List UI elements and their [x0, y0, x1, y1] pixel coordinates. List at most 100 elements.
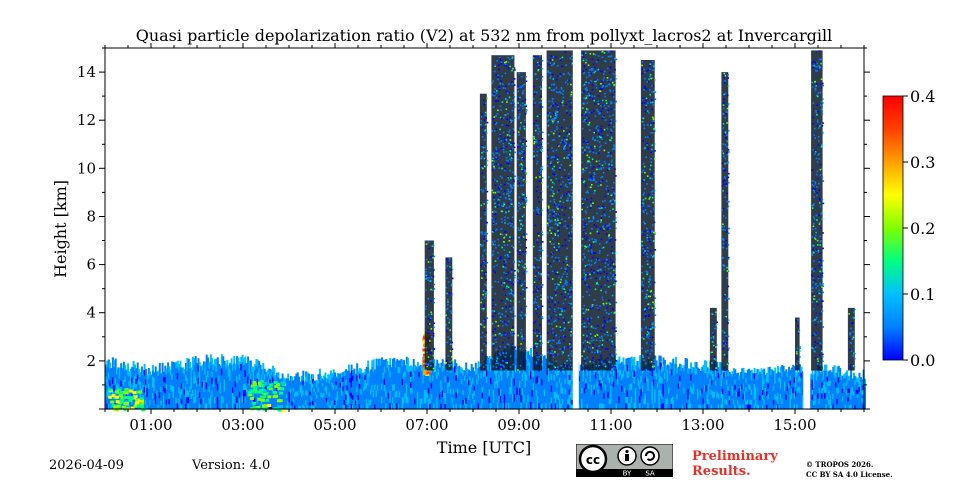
- rain-speckle: [486, 121, 489, 124]
- high-value-cell: [280, 382, 285, 386]
- bl-cell: [360, 373, 363, 380]
- bl-cell: [550, 403, 553, 410]
- bl-cell: [811, 399, 814, 405]
- bl-cell: [441, 384, 444, 391]
- bl-cell: [334, 377, 337, 383]
- bl-cell: [251, 393, 254, 399]
- bl-cell: [494, 402, 497, 410]
- bl-cell: [110, 373, 113, 379]
- bl-cell: [265, 376, 268, 382]
- high-value-cell: [250, 384, 255, 388]
- bl-cell: [303, 402, 306, 407]
- bl-cell: [830, 390, 833, 396]
- bl-cell: [105, 364, 107, 371]
- bl-cell: [325, 378, 328, 383]
- bl-cell: [161, 380, 164, 387]
- bl-cell: [719, 403, 722, 410]
- bl-cell: [316, 405, 319, 410]
- bl-cell: [450, 372, 452, 379]
- bl-cell: [588, 403, 590, 410]
- bl-cell: [626, 396, 629, 404]
- bl-cell: [554, 396, 557, 404]
- bl-cell: [132, 397, 135, 404]
- bl-cell: [158, 397, 161, 404]
- bl-cell: [506, 393, 509, 402]
- bl-cell: [814, 394, 817, 400]
- bl-cell: [603, 387, 606, 394]
- bl-cell: [771, 374, 774, 381]
- rain-speckle: [492, 220, 495, 223]
- rain-speckle: [485, 265, 487, 267]
- high-value-cell: [273, 381, 278, 384]
- bl-cell: [525, 373, 528, 381]
- bl-cell: [586, 403, 589, 410]
- bl-cell: [589, 381, 592, 388]
- high-value-cell: [267, 404, 272, 407]
- bl-cell: [309, 387, 312, 392]
- bl-cell: [708, 373, 711, 380]
- bl-cell: [764, 374, 767, 380]
- bl-cell: [698, 378, 701, 385]
- bl-cell: [226, 378, 229, 386]
- bl-cell: [612, 380, 615, 387]
- rain-speckle: [507, 254, 510, 257]
- bl-cell: [382, 372, 385, 379]
- bl-cell: [318, 373, 321, 380]
- bl-cell: [416, 379, 419, 386]
- bl-cell: [200, 366, 203, 373]
- bl-cell: [662, 396, 665, 404]
- bl-cell: [236, 402, 239, 410]
- bl-cell: [283, 401, 285, 406]
- bl-cell: [822, 384, 825, 390]
- bl-cell: [448, 403, 451, 410]
- bl-cell: [542, 369, 545, 377]
- bl-cell: [848, 396, 851, 402]
- bl-cell: [610, 391, 613, 398]
- bl-cell: [619, 403, 622, 410]
- bl-cell: [593, 374, 596, 380]
- bl-cell: [370, 369, 372, 375]
- bl-cell: [387, 375, 390, 382]
- bl-cell: [465, 379, 468, 387]
- bl-cell: [443, 392, 446, 399]
- bl-cell: [788, 398, 791, 405]
- bl-cell: [189, 368, 192, 375]
- bl-cell: [721, 393, 724, 400]
- bl-cell: [494, 366, 497, 375]
- bl-cell: [176, 403, 179, 410]
- rain-speckle: [485, 341, 487, 344]
- bl-cell: [728, 376, 731, 382]
- bl-cell: [488, 382, 491, 390]
- bl-cell: [215, 396, 218, 404]
- bl-cell: [318, 398, 321, 405]
- rain-speckle: [483, 119, 486, 121]
- bl-cell: [840, 404, 843, 410]
- bl-cell: [666, 370, 669, 377]
- bl-cell: [550, 385, 553, 392]
- bl-cell: [207, 364, 210, 371]
- rain-speckle: [484, 146, 486, 149]
- bl-cell: [467, 404, 470, 410]
- bl-cell: [387, 386, 390, 393]
- bl-cell: [462, 389, 465, 395]
- bl-cell: [110, 403, 113, 410]
- bl-cell: [850, 382, 853, 389]
- bl-cell: [312, 382, 314, 388]
- high-value-cell: [124, 389, 129, 393]
- bl-cell: [840, 392, 843, 397]
- bl-cell: [196, 391, 199, 399]
- bl-cell: [646, 392, 648, 399]
- bl-cell: [741, 368, 744, 374]
- bl-cell: [345, 384, 348, 390]
- rain-speckle: [481, 126, 484, 129]
- rain-speckle: [432, 354, 435, 357]
- bl-cell: [596, 403, 599, 410]
- bl-cell: [472, 372, 475, 379]
- bl-cell: [430, 372, 433, 378]
- bl-cell: [426, 375, 429, 382]
- bl-cell: [383, 378, 386, 385]
- rain-speckle: [483, 239, 486, 242]
- bl-cell: [370, 384, 372, 390]
- bl-cell: [672, 390, 675, 397]
- bl-cell: [592, 403, 595, 410]
